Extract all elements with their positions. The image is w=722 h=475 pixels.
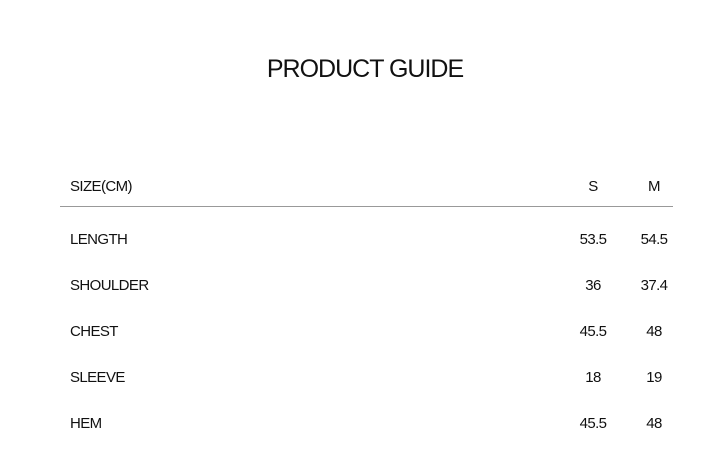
row-label: SHOULDER: [70, 277, 149, 294]
table-row: SHOULDER 36 37.4: [70, 277, 670, 297]
value-s: 45.5: [579, 415, 607, 432]
table-row: HEM 45.5 48: [70, 415, 670, 435]
value-s: 45.5: [579, 323, 607, 340]
value-s: 36: [585, 277, 601, 294]
table-header: SIZE(CM) S M: [70, 178, 670, 198]
value-m: 19: [646, 369, 662, 386]
value-m: 48: [646, 323, 662, 340]
table-row: LENGTH 53.5 54.5: [70, 231, 670, 251]
row-label: CHEST: [70, 323, 118, 340]
value-m: 48: [646, 415, 662, 432]
value-s: 18: [585, 369, 601, 386]
header-size: SIZE(CM): [70, 178, 132, 195]
header-divider: [60, 206, 673, 207]
value-m: 54.5: [640, 231, 668, 248]
row-label: SLEEVE: [70, 369, 125, 386]
header-m: M: [648, 178, 661, 195]
table-row: CHEST 45.5 48: [70, 323, 670, 343]
table-row: SLEEVE 18 19: [70, 369, 670, 389]
header-s: S: [588, 178, 598, 195]
page-title: PRODUCT GUIDE: [266, 55, 464, 83]
value-m: 37.4: [640, 277, 668, 294]
row-label: LENGTH: [70, 231, 128, 248]
row-label: HEM: [70, 415, 102, 432]
value-s: 53.5: [579, 231, 607, 248]
